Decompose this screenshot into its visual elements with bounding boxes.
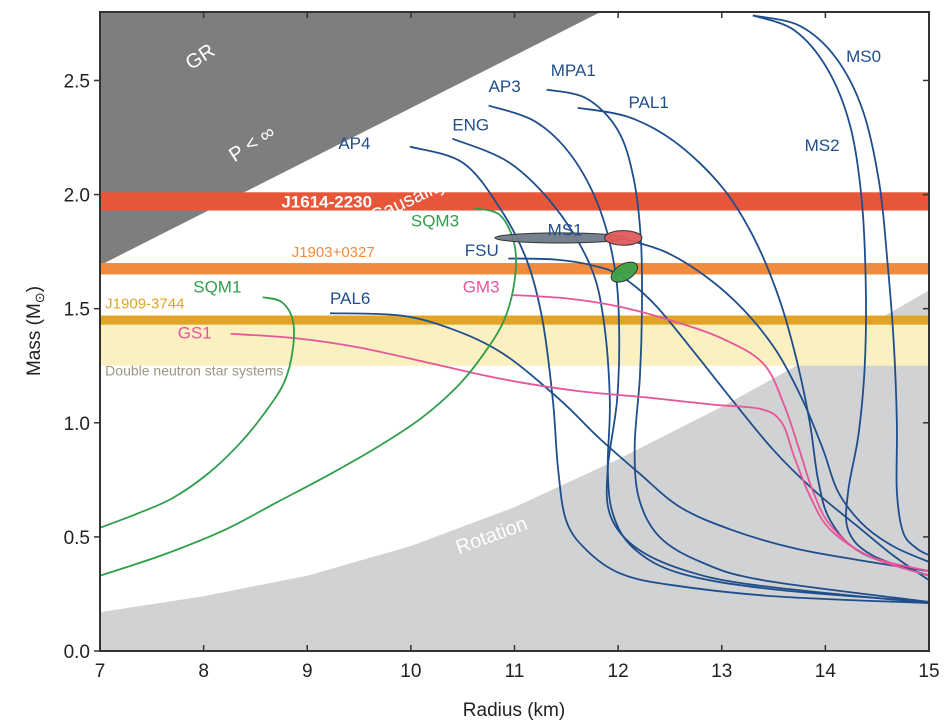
x-tick-label: 15 bbox=[918, 661, 939, 682]
band-label-j1903-0327: J1903+0327 bbox=[292, 244, 375, 261]
eos-curves bbox=[100, 14, 929, 604]
x-tick-label: 10 bbox=[400, 661, 421, 682]
curve-eng bbox=[451, 137, 929, 603]
band-label-double-neutron-star-systems: Double neutron star systems bbox=[105, 363, 283, 379]
band-labels: J1614-2230 J1903+0327 J1909-3744 Double neu… bbox=[105, 192, 375, 378]
curve-gs1 bbox=[230, 332, 929, 577]
curve-ms1 bbox=[619, 237, 929, 563]
y-tick-label: 1.0 bbox=[64, 414, 90, 435]
y-axis-title-sub: ⊙ bbox=[32, 292, 47, 303]
curve-labels: AP4 ENG AP3 MPA1 PAL1 MS0 MS2 MS1 FSU PAL6 GM3 GS1 S… bbox=[178, 47, 881, 342]
y-tick-label: 2.5 bbox=[64, 71, 90, 92]
band-j1903-0327 bbox=[100, 263, 929, 275]
y-tick-label: 1.5 bbox=[64, 300, 90, 321]
curve-mpa1 bbox=[546, 88, 929, 603]
x-tick-label: 7 bbox=[95, 661, 106, 682]
band-label-j1614-2230: J1614-2230 bbox=[281, 192, 372, 211]
constraint-ellipses bbox=[494, 230, 643, 283]
curve-ms0 bbox=[752, 14, 929, 556]
curve-sqm3 bbox=[100, 207, 517, 577]
x-tick-label: 9 bbox=[302, 661, 313, 682]
x-axis-title: Radius (km) bbox=[463, 700, 565, 721]
x-tick-label: 13 bbox=[711, 661, 732, 682]
band-j1909-3744 bbox=[100, 315, 929, 325]
curve-label-ms0: MS0 bbox=[846, 47, 881, 66]
x-tick-label: 12 bbox=[608, 661, 629, 682]
curve-label-ap3: AP3 bbox=[489, 77, 521, 96]
curve-label-mpa1: MPA1 bbox=[551, 61, 596, 80]
curve-label-fsu: FSU bbox=[465, 241, 499, 260]
curve-label-ms1: MS1 bbox=[548, 221, 583, 240]
band-label-j1909-3744: J1909-3744 bbox=[105, 296, 184, 313]
curve-fsu bbox=[508, 257, 929, 581]
curve-label-ms2: MS2 bbox=[805, 136, 840, 155]
curve-label-eng: ENG bbox=[452, 116, 489, 135]
mass-bands bbox=[100, 192, 929, 366]
curve-gm3 bbox=[512, 294, 929, 572]
curve-label-pal6: PAL6 bbox=[330, 289, 370, 308]
y-axis-title-main: Mass (M bbox=[24, 303, 45, 376]
y-axis-title: Mass (M⊙) bbox=[24, 286, 47, 376]
y-tick-label: 0.5 bbox=[64, 528, 90, 549]
band-j1614-2230 bbox=[100, 192, 929, 211]
curve-pal1 bbox=[577, 106, 929, 577]
curve-label-sqm3: SQM3 bbox=[411, 212, 459, 231]
curve-pal6 bbox=[330, 312, 929, 573]
curve-ms2 bbox=[752, 14, 929, 577]
curve-sqm1 bbox=[100, 296, 295, 529]
x-tick-label: 8 bbox=[198, 661, 209, 682]
curve-label-gs1: GS1 bbox=[178, 323, 212, 342]
x-tick-label: 14 bbox=[815, 661, 837, 682]
curve-label-pal1: PAL1 bbox=[628, 93, 668, 112]
curve-label-sqm1: SQM1 bbox=[193, 278, 241, 297]
curve-label-gm3: GM3 bbox=[463, 278, 500, 297]
ellipse-green-constraint bbox=[610, 261, 639, 283]
y-tick-label: 0.0 bbox=[64, 642, 90, 663]
x-tick-label: 11 bbox=[505, 661, 525, 682]
band-double-neutron-star-systems bbox=[100, 324, 929, 366]
axes: 7 8 9 10 11 12 13 14 15 0.0 0.5 1.0 1.5 2.0 2.5 bbox=[64, 11, 940, 682]
y-axis-title-close: ) bbox=[24, 286, 45, 292]
curve-ap3 bbox=[488, 104, 929, 604]
curve-ap4 bbox=[409, 145, 929, 604]
ellipse-red-constraint bbox=[604, 230, 643, 246]
region-rotation bbox=[100, 290, 929, 651]
curve-label-ap4: AP4 bbox=[338, 134, 370, 153]
y-tick-label: 2.0 bbox=[64, 186, 90, 207]
